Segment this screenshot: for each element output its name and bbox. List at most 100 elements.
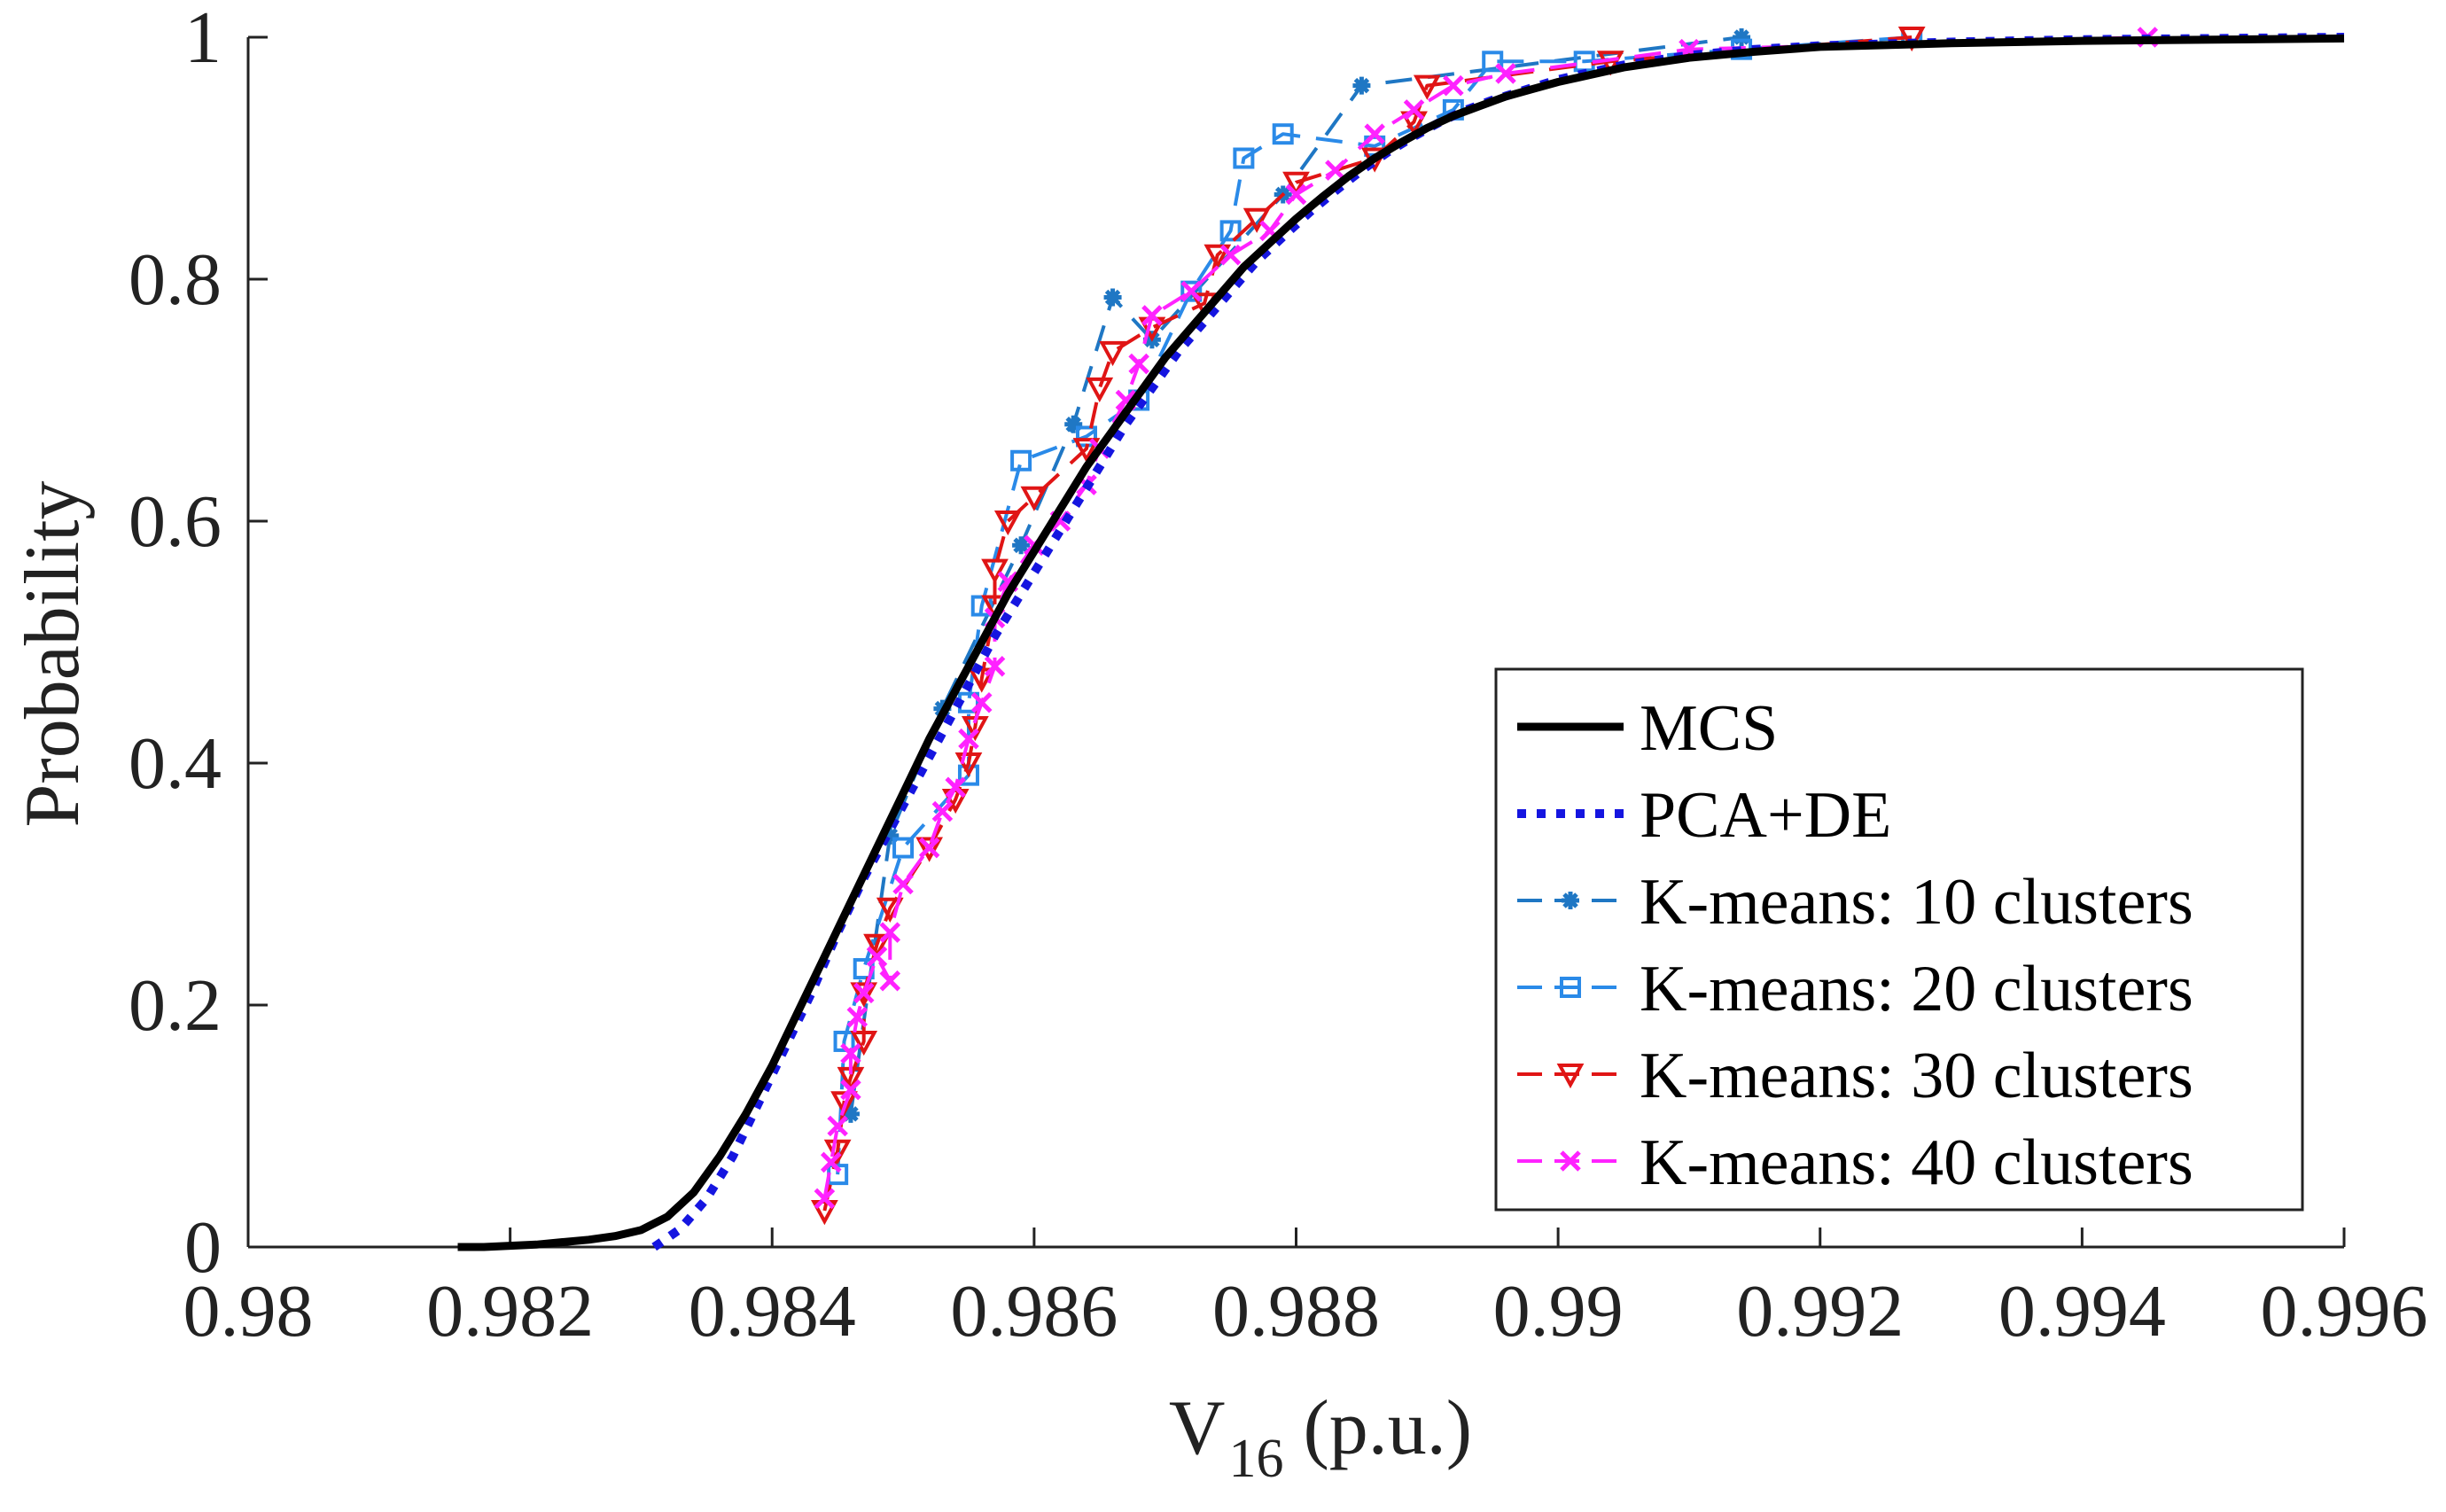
- data-point: [1413, 74, 1441, 100]
- x-tick-label: 0.992: [1736, 1270, 1904, 1352]
- legend-item-mcs: MCS: [1517, 692, 1778, 765]
- data-point: [993, 510, 1022, 536]
- legend-item-k-means-40-clusters: K-means: 40 clusters: [1517, 1126, 2193, 1199]
- data-point: [1233, 147, 1255, 169]
- data-point: [814, 1188, 836, 1210]
- x-tick-label: 0.984: [689, 1270, 856, 1352]
- legend-marker-k-means-40-clusters: [1560, 1150, 1581, 1172]
- data-point: [1180, 280, 1203, 302]
- data-point: [840, 1042, 861, 1064]
- y-tick-label: 1: [184, 0, 222, 79]
- axis-titles: Probability V16 (p.u.): [10, 480, 1472, 1489]
- data-point: [1219, 220, 1242, 242]
- data-point: [945, 776, 966, 799]
- data-point: [827, 1115, 848, 1137]
- data-point: [1352, 76, 1371, 95]
- legend-label-pca-de: PCA+DE: [1640, 779, 1891, 852]
- x-tick-label: 0.988: [1212, 1270, 1380, 1352]
- data-point: [981, 558, 1009, 584]
- data-point: [1204, 244, 1232, 269]
- data-point: [879, 970, 901, 992]
- data-point: [1443, 74, 1464, 97]
- data-point: [850, 1030, 878, 1056]
- data-point: [811, 1200, 838, 1226]
- data-point: [879, 922, 901, 943]
- data-point: [850, 982, 878, 1008]
- legend-label-k-means-20-clusters: K-means: 20 clusters: [1640, 953, 2193, 1025]
- data-point: [863, 933, 891, 959]
- y-tick-label: 0.6: [129, 480, 222, 563]
- axes: 0.98 0.982 0.984 0.986 0.988 0.99 0.992 0.994 0.…: [129, 0, 2428, 1352]
- data-point: [1364, 123, 1385, 144]
- legend: MCS PCA+DE K-means: 10 clusters K-means: 20…: [1494, 667, 2304, 1212]
- x-tick-label: 0.994: [1998, 1270, 2166, 1352]
- data-point: [1242, 207, 1271, 233]
- y-axis-title: Probability: [10, 480, 96, 827]
- legend-box: [1494, 667, 2304, 1212]
- data-point: [1086, 377, 1114, 403]
- series-layer: [457, 27, 2345, 1251]
- data-point: [881, 826, 900, 845]
- data-point: [970, 691, 993, 713]
- data-point: [1128, 353, 1149, 375]
- y-tick-label: 0: [184, 1206, 222, 1289]
- data-point: [1733, 28, 1751, 46]
- data-point: [1403, 99, 1425, 121]
- data-point: [830, 1091, 858, 1117]
- legend-marker-k-means-10-clusters: [1562, 892, 1579, 909]
- data-point: [1010, 449, 1032, 472]
- data-point: [931, 800, 954, 822]
- data-point: [1400, 111, 1428, 136]
- data-point: [1285, 183, 1307, 206]
- data-point: [1072, 438, 1101, 464]
- x-tick-label: 0.996: [2261, 1270, 2428, 1352]
- series-line-k-means-20-clusters: [836, 35, 1912, 1175]
- legend-label-k-means-10-clusters: K-means: 10 clusters: [1640, 866, 2193, 939]
- data-point: [833, 1030, 855, 1052]
- x-axis-title-main: V: [1169, 1385, 1226, 1471]
- data-point: [1064, 415, 1083, 433]
- data-point: [846, 1006, 869, 1028]
- data-point: [1482, 51, 1504, 73]
- data-point: [918, 837, 940, 859]
- legend-item-k-means-20-clusters: K-means: 20 clusters: [1517, 953, 2193, 1025]
- y-tick-label: 0.8: [129, 238, 222, 321]
- data-point: [1897, 27, 1926, 52]
- data-point: [840, 1079, 861, 1101]
- legend-marker-k-means-30-clusters: [1556, 1064, 1585, 1089]
- data-point: [820, 1151, 842, 1173]
- data-point: [1099, 340, 1126, 367]
- legend-marker-k-means-20-clusters: [1560, 977, 1581, 998]
- data-point: [1325, 160, 1346, 181]
- data-point: [1219, 244, 1242, 266]
- x-axis-title-unit: (p.u.): [1303, 1385, 1472, 1471]
- legend-label-k-means-40-clusters: K-means: 40 clusters: [1640, 1126, 2193, 1199]
- x-axis-title: V16 (p.u.): [1169, 1385, 1472, 1489]
- data-point: [866, 946, 888, 968]
- data-point: [892, 873, 914, 895]
- x-tick-label: 0.982: [426, 1270, 594, 1352]
- series-mcs: [457, 34, 2345, 1251]
- x-tick-label: 0.98: [183, 1270, 314, 1352]
- x-axis-title-subscript: 16: [1228, 1429, 1283, 1489]
- data-point: [1495, 63, 1516, 84]
- x-tick-label: 0.99: [1493, 1270, 1624, 1352]
- data-point: [841, 1104, 860, 1123]
- y-tick-label: 0.4: [129, 722, 222, 805]
- data-point: [892, 837, 915, 859]
- data-point: [1012, 536, 1031, 555]
- series-line-mcs: [457, 34, 2345, 1251]
- data-point: [958, 728, 979, 750]
- data-point: [1282, 171, 1310, 197]
- legend-label-k-means-30-clusters: K-means: 30 clusters: [1640, 1040, 2193, 1112]
- x-tick-label: 0.986: [950, 1270, 1118, 1352]
- data-point: [915, 837, 943, 862]
- legend-label-mcs: MCS: [1640, 692, 1778, 765]
- data-point: [1103, 288, 1122, 307]
- legend-item-k-means-30-clusters: K-means: 30 clusters: [1517, 1040, 2193, 1112]
- data-point: [1180, 280, 1203, 302]
- data-point: [1141, 305, 1163, 326]
- legend-item-pca-de: PCA+DE: [1517, 779, 1891, 852]
